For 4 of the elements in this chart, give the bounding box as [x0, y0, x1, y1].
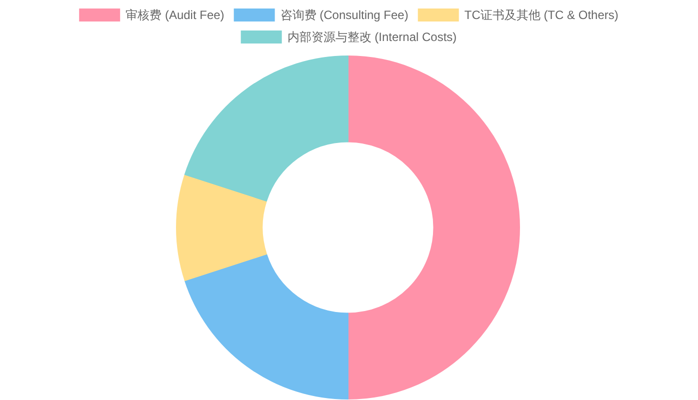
- legend-label: 咨询费 (Consulting Fee): [280, 8, 408, 22]
- legend-label: 内部资源与整改 (Internal Costs): [287, 30, 457, 44]
- legend-label: 审核费 (Audit Fee): [126, 8, 224, 22]
- legend-label: TC证书及其他 (TC & Others): [464, 8, 618, 22]
